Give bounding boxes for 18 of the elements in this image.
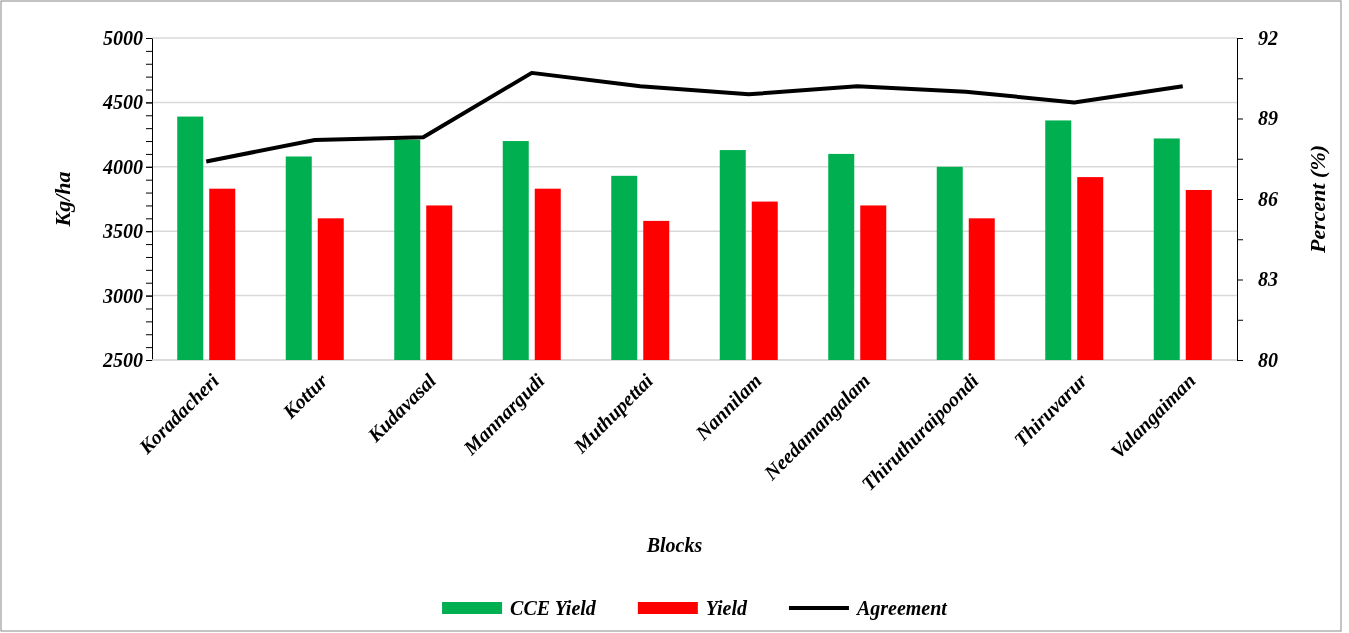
y-tick-label: 4000 bbox=[102, 155, 143, 178]
y-tick-label: 2500 bbox=[102, 348, 143, 371]
y-tick-label: 3500 bbox=[102, 220, 143, 243]
y-axis-title: Kg/ha bbox=[50, 171, 75, 228]
y-tick-label: 3000 bbox=[102, 284, 143, 307]
legend-label: CCE Yield bbox=[510, 597, 597, 619]
y2-tick-label: 83 bbox=[1258, 268, 1278, 291]
y-tick-label: 4500 bbox=[102, 91, 143, 114]
y-tick-label: 5000 bbox=[103, 26, 143, 49]
x-axis-title: Blocks bbox=[645, 534, 703, 556]
y2-tick-label: 89 bbox=[1258, 107, 1278, 130]
legend-label: Agreement bbox=[854, 597, 949, 620]
y2-tick-label: 80 bbox=[1258, 348, 1278, 371]
legend-label: Yield bbox=[705, 597, 748, 619]
y2-tick-label: 86 bbox=[1258, 187, 1278, 210]
y2-tick-label: 92 bbox=[1258, 26, 1278, 49]
line-series bbox=[204, 70, 1185, 164]
y2-axis-title: Percent (%) bbox=[1305, 144, 1330, 255]
